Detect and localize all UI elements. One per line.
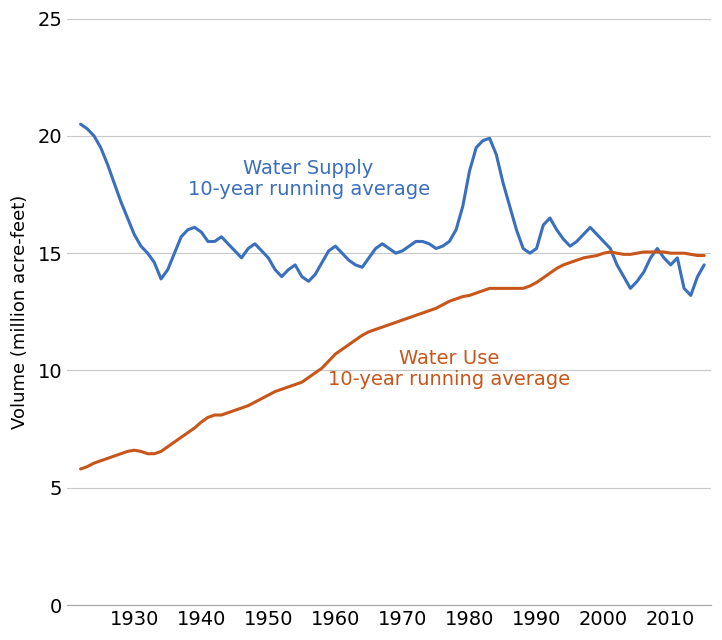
Text: 10-year running average: 10-year running average: [188, 180, 430, 199]
Y-axis label: Volume (million acre-feet): Volume (million acre-feet): [11, 195, 29, 429]
Text: Water Use: Water Use: [399, 349, 500, 368]
Text: 10-year running average: 10-year running average: [329, 371, 570, 389]
Text: Water Supply: Water Supply: [243, 159, 374, 178]
